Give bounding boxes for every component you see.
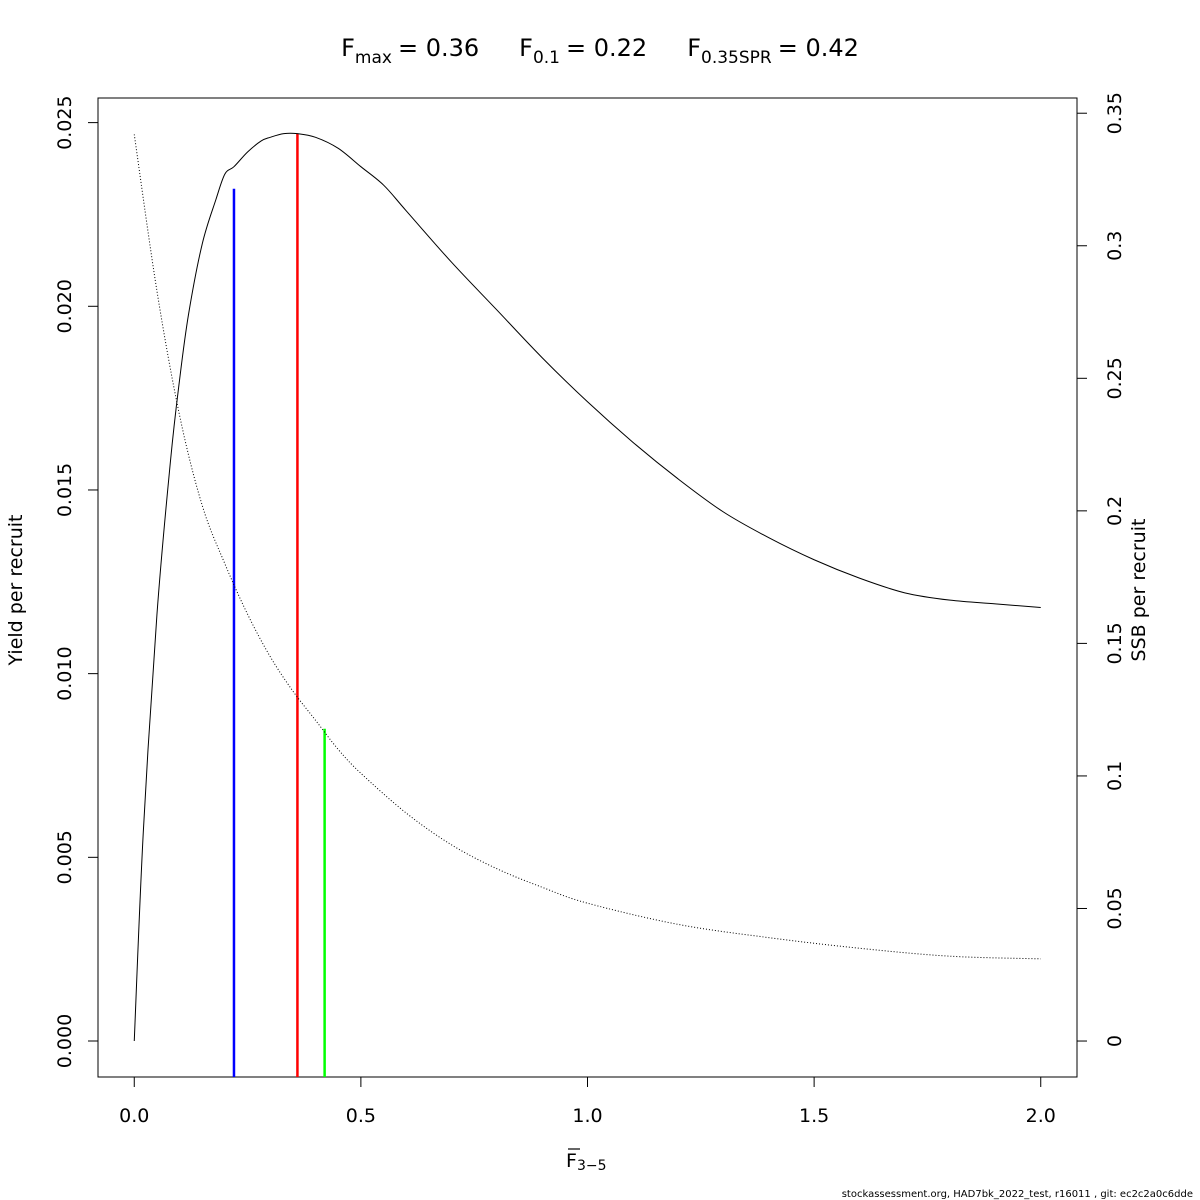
x-tick-label: 2.0: [1026, 1105, 1056, 1127]
reference-lines: [232, 133, 326, 1077]
y-axis-left: 0.000 0.005 0.010 0.015 0.020 0.025: [54, 95, 98, 1068]
x-tick-label: 0.5: [346, 1105, 376, 1127]
y-right-tick-label: 0.2: [1104, 496, 1126, 526]
y-left-tick-label: 0.010: [54, 646, 76, 700]
y-axis-right-label: SSB per recruit: [1128, 519, 1150, 662]
y-axis-left-label: Yield per recruit: [5, 515, 27, 667]
y-right-tick-label: 0: [1104, 1035, 1126, 1047]
x-axis-label-text: F3−5: [566, 1150, 606, 1174]
x-tick-label: 1.0: [572, 1105, 602, 1127]
y-axis-right: 0 0.05 0.1 0.15 0.2 0.25 0.3 0.35: [1077, 92, 1126, 1047]
y-left-tick-label: 0.025: [54, 95, 76, 149]
x-axis: 0.0 0.5 1.0 1.5 2.0: [119, 1077, 1056, 1127]
chart-title: Fmax = 0.36 F0.1 = 0.22 F0.35SPR = 0.42: [341, 34, 859, 68]
y-left-tick-label: 0.015: [54, 463, 76, 517]
y-right-tick-label: 0.05: [1104, 887, 1126, 929]
yield-per-recruit-line: [133, 132, 1041, 1042]
y-right-tick-label: 0.35: [1104, 92, 1126, 134]
ssb-per-recruit-line: [133, 134, 1041, 960]
y-right-tick-label: 0.15: [1104, 622, 1126, 664]
x-tick-label: 1.5: [799, 1105, 829, 1127]
y-left-tick-label: 0.005: [54, 830, 76, 884]
y-right-tick-label: 0.3: [1104, 231, 1126, 261]
y-left-tick-label: 0.020: [54, 279, 76, 333]
y-right-tick-label: 0.1: [1104, 761, 1126, 791]
series-layer: [133, 132, 1041, 1042]
plot-frame: [97, 97, 1078, 1078]
footer-note: stockassessment.org, HAD7bk_2022_test, r…: [842, 1189, 1193, 1200]
x-axis-label: F3−5: [566, 1148, 606, 1174]
x-tick-label: 0.0: [119, 1105, 149, 1127]
y-right-tick-label: 0.25: [1104, 357, 1126, 399]
y-left-tick-label: 0.000: [54, 1014, 76, 1068]
